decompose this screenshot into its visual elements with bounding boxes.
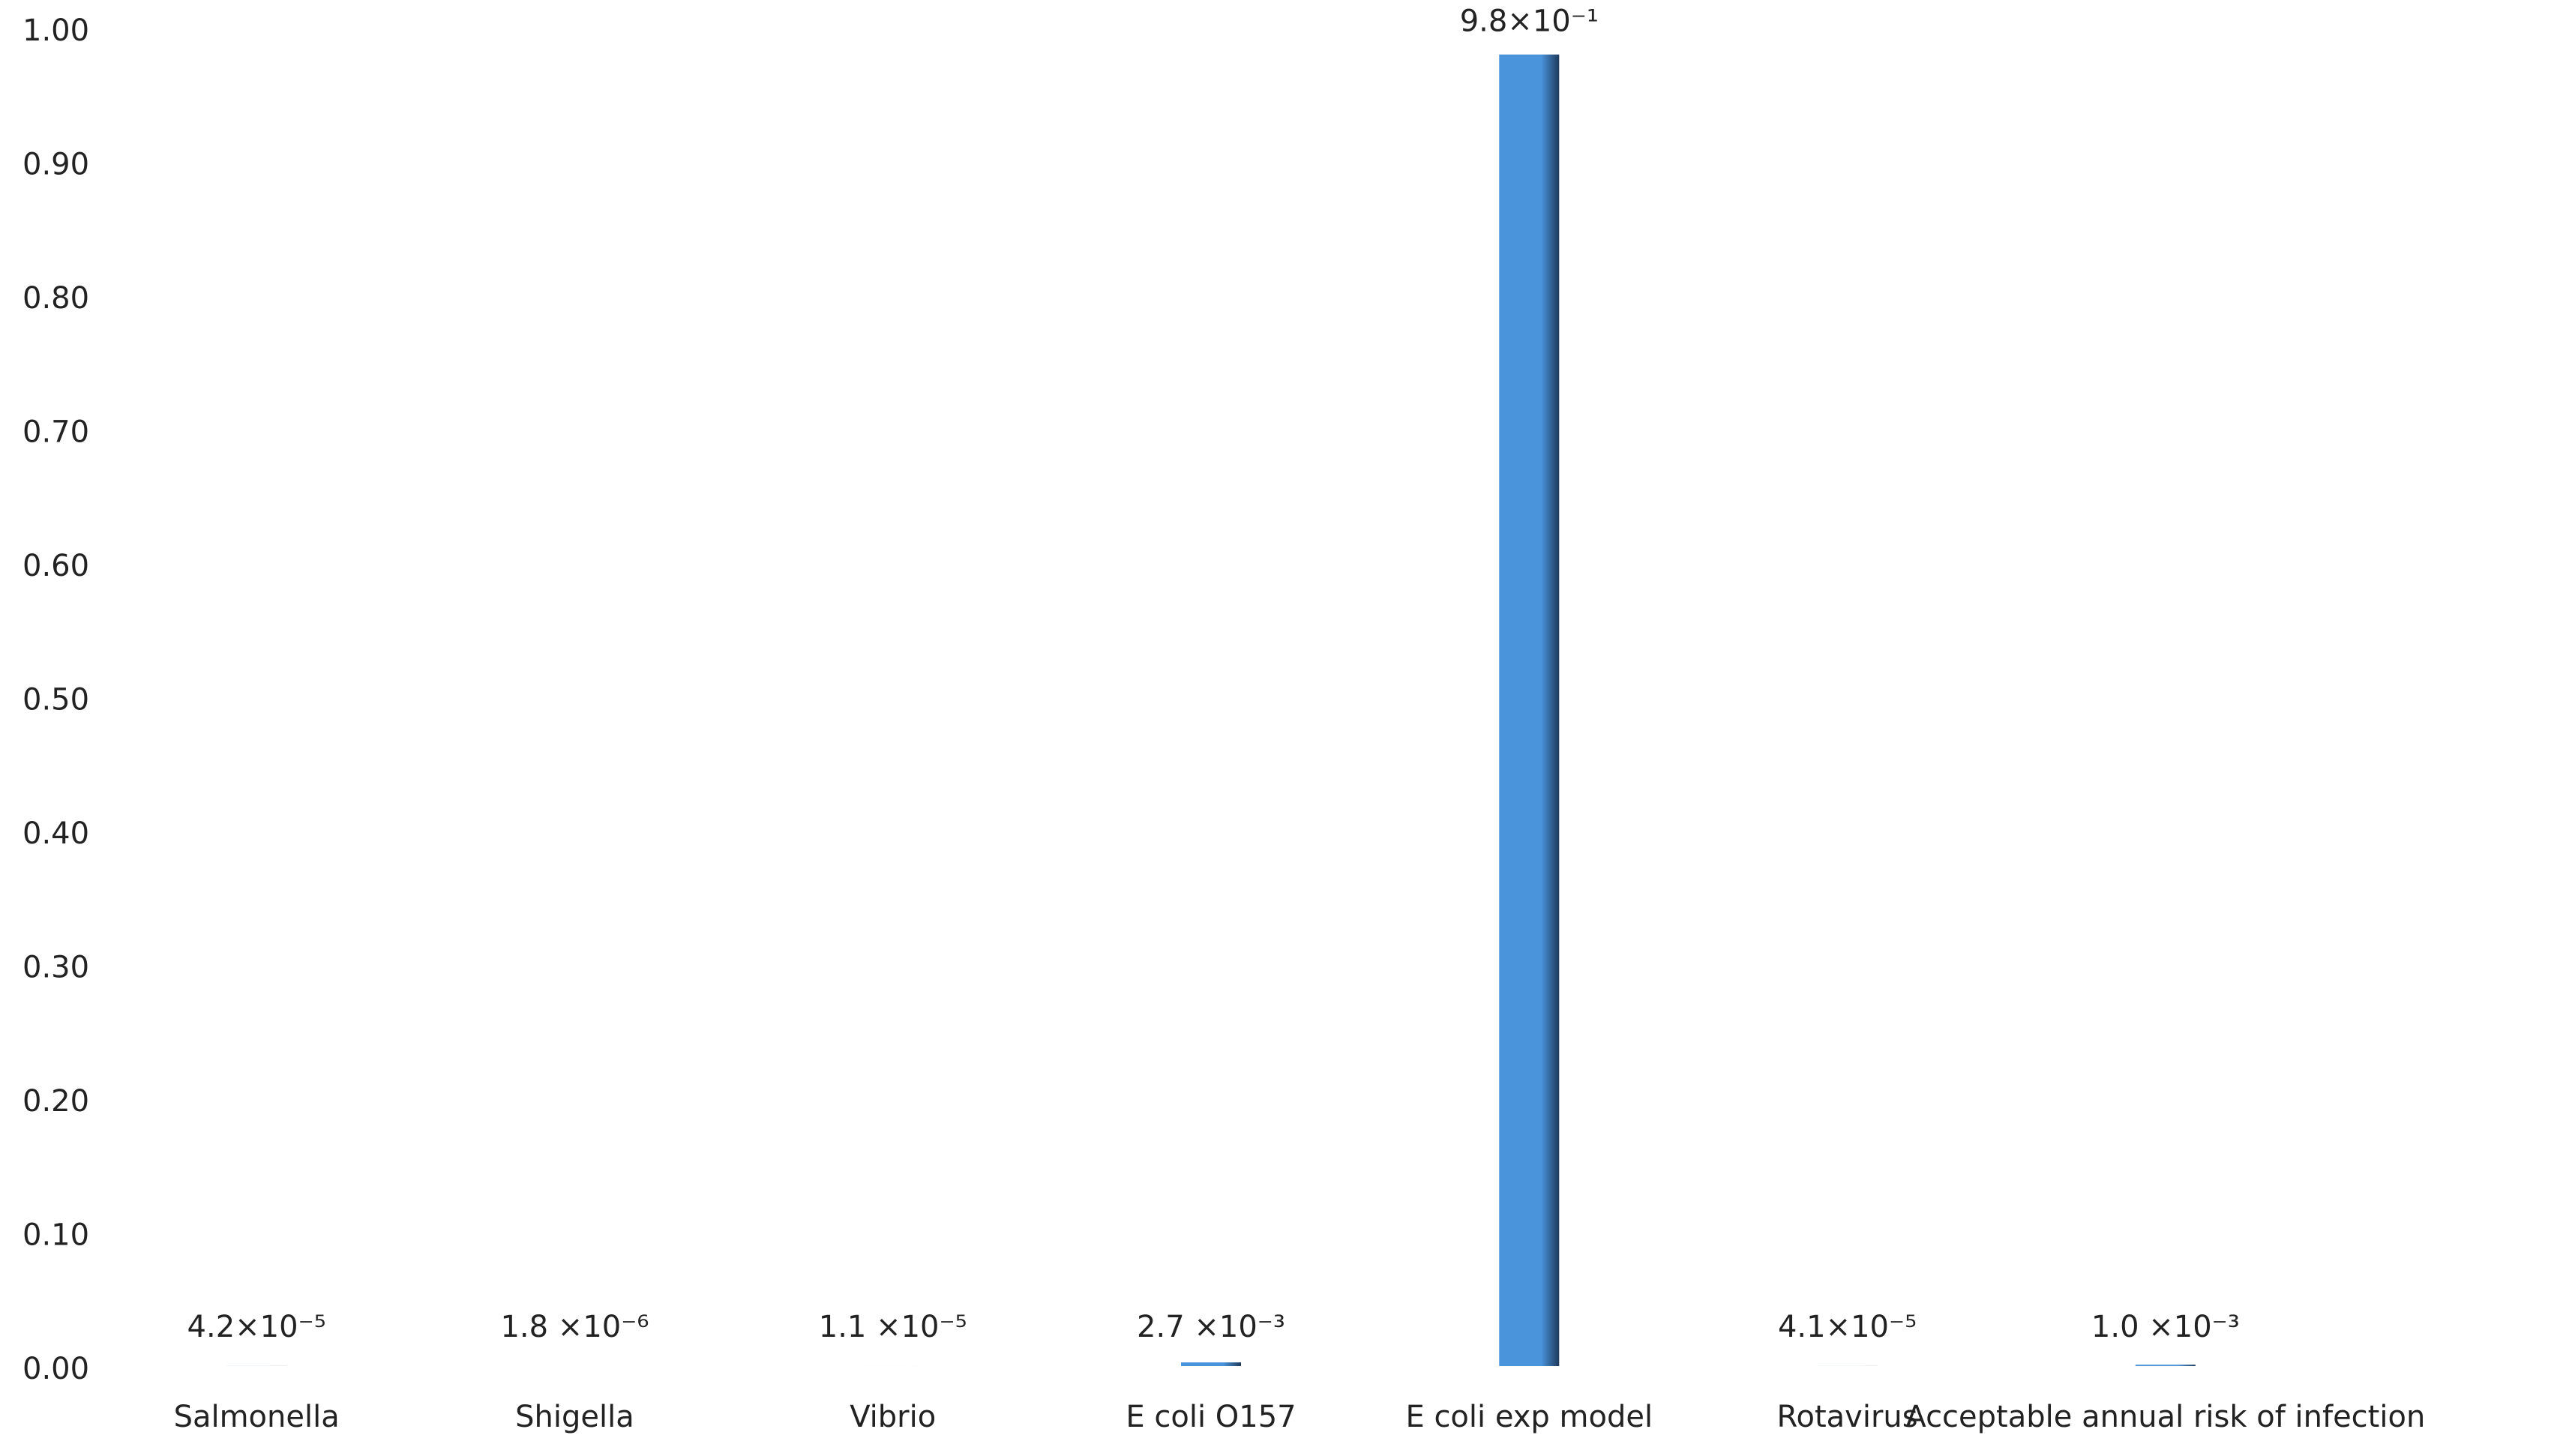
value-label: 1.0 ×10⁻³: [2091, 1310, 2240, 1344]
y-tick-label: 0.30: [22, 951, 89, 985]
y-tick-label: 0.50: [22, 683, 89, 718]
y-tick-label: 0.40: [22, 816, 89, 851]
y-tick-label: 0.00: [22, 1352, 89, 1386]
y-tick-label: 0.70: [22, 415, 89, 450]
value-label: 1.8 ×10⁻⁶: [500, 1310, 649, 1344]
value-label: 2.7 ×10⁻³: [1137, 1310, 1285, 1344]
y-tick-label: 0.20: [22, 1084, 89, 1119]
x-tick-label: Vibrio: [850, 1400, 936, 1434]
value-label: 9.8×10⁻¹: [1460, 4, 1599, 39]
x-tick-label: E coli O157: [1126, 1400, 1296, 1434]
x-tick-label: Salmonella: [174, 1400, 340, 1434]
value-label: 4.1×10⁻⁵: [1778, 1310, 1917, 1344]
bar: [2135, 1365, 2196, 1366]
y-tick-label: 0.10: [22, 1218, 89, 1253]
value-label: 4.2×10⁻⁵: [187, 1310, 326, 1344]
x-tick-label: E coli exp model: [1405, 1400, 1653, 1434]
value-label: 1.1 ×10⁻⁵: [819, 1310, 967, 1344]
y-tick-label: 0.90: [22, 148, 89, 182]
x-tick-label: Acceptable annual risk of infection: [1905, 1400, 2425, 1434]
x-tick-label: Shigella: [515, 1400, 634, 1434]
y-tick-label: 1.00: [22, 13, 89, 48]
y-tick-label: 0.80: [22, 281, 89, 316]
bar: [1499, 54, 1560, 1367]
y-tick-label: 0.60: [22, 549, 89, 583]
bar: [1181, 1362, 1241, 1366]
x-tick-label: Rotavirus: [1777, 1400, 1918, 1434]
